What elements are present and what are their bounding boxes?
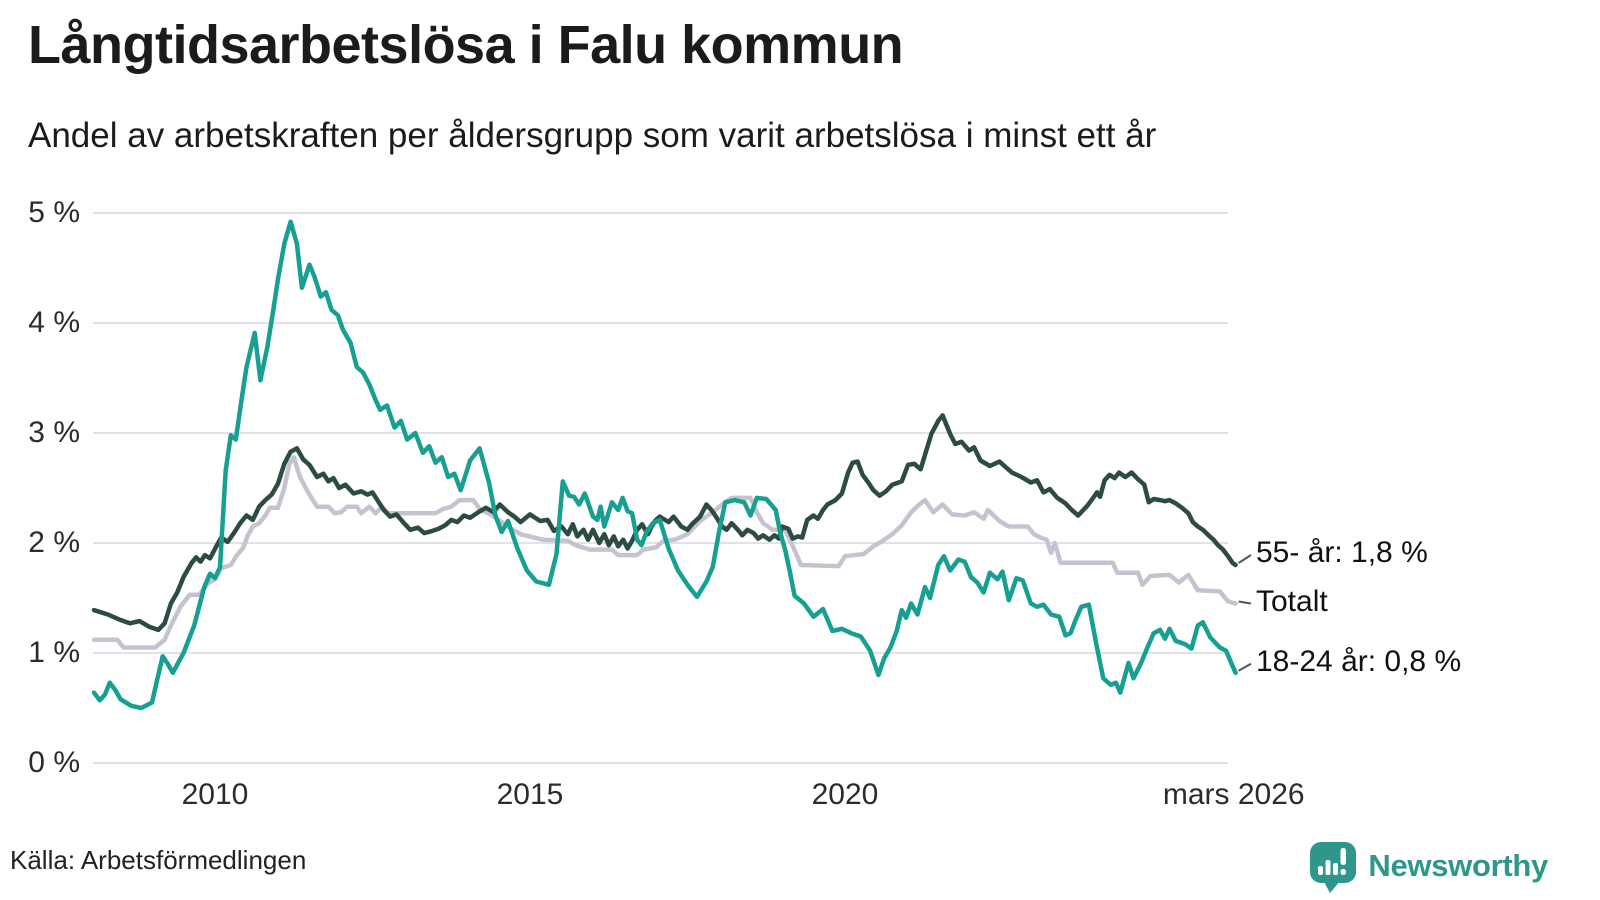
label-connectors: [1238, 554, 1252, 672]
x-axis-label: 2020: [811, 778, 879, 811]
y-axis-label: 3 %: [28, 416, 80, 449]
y-axis-label: 4 %: [28, 306, 80, 339]
source-note: Källa: Arbetsförmedlingen: [10, 845, 307, 875]
series-line-18-24-ar: [91, 219, 1238, 711]
speech-bubble-chart-icon: [1310, 842, 1357, 893]
series-line-55-ar: [91, 413, 1238, 633]
chart-subtitle: Andel av arbetskraften per åldersgrupp s…: [28, 116, 1157, 155]
y-axis-label: 5 %: [28, 196, 80, 229]
y-axis-label: 1 %: [28, 636, 80, 669]
series-lines: [91, 219, 1238, 711]
y-axis-label: 2 %: [28, 526, 80, 559]
newsworthy-wordmark: Newsworthy: [1368, 848, 1548, 883]
label-connector-55-ar: [1238, 554, 1252, 564]
y-axis-label: 0 %: [28, 746, 80, 779]
chart-title: Långtidsarbetslösa i Falu kommun: [28, 15, 904, 75]
label-connector-totalt: [1238, 600, 1252, 605]
label-connector-18-24-ar: [1238, 662, 1252, 672]
x-axis-label: 2010: [181, 778, 249, 811]
series-end-label-totalt: Totalt: [1256, 584, 1328, 618]
series-end-label-18-24-ar: 18-24 år: 0,8 %: [1256, 644, 1462, 678]
newsworthy-logo: Newsworthy: [1309, 838, 1548, 894]
series-line-totalt: [91, 454, 1238, 650]
series-end-label-55-ar: 55- år: 1,8 %: [1256, 536, 1428, 569]
gridlines: [93, 212, 1228, 764]
x-axis-label: 2015: [496, 778, 564, 811]
x-axis-label: mars 2026: [1162, 778, 1305, 811]
